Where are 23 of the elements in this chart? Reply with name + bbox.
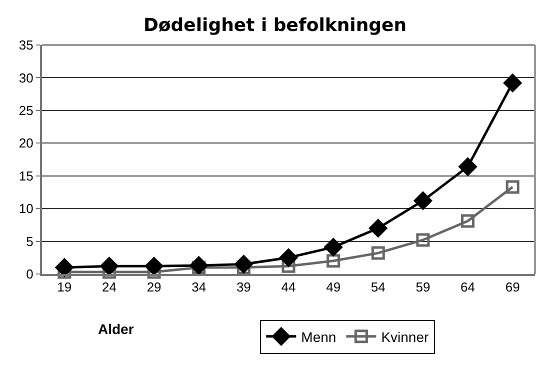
x-tick-label: 39 [236, 280, 251, 295]
y-tick-label: 5 [26, 234, 34, 249]
x-tick-label: 69 [505, 280, 520, 295]
y-tick-label: 30 [18, 70, 34, 86]
y-tick-label: 10 [18, 201, 34, 216]
legend-label: Kvinner [381, 328, 429, 345]
x-tick-label: 44 [281, 280, 296, 295]
legend-label: Menn [301, 328, 336, 345]
chart-title: Dødelighet i befolkningen [143, 14, 407, 36]
x-tick-label: 34 [192, 280, 206, 295]
x-axis-title: Alder [98, 321, 134, 337]
x-tick-label: 59 [416, 280, 430, 295]
y-tick-label: 0 [26, 266, 34, 282]
y-tick-label: 15 [18, 168, 34, 184]
y-tick-label: 25 [18, 102, 34, 118]
x-tick-label: 49 [326, 280, 341, 295]
y-tick-label: 20 [18, 136, 34, 151]
x-tick-label: 24 [102, 280, 116, 295]
x-tick-label: 29 [146, 280, 162, 295]
x-tick-label: 19 [57, 280, 72, 295]
x-tick-label: 54 [370, 280, 386, 295]
x-tick-label: 64 [460, 280, 476, 295]
y-tick-label: 35 [18, 38, 34, 53]
